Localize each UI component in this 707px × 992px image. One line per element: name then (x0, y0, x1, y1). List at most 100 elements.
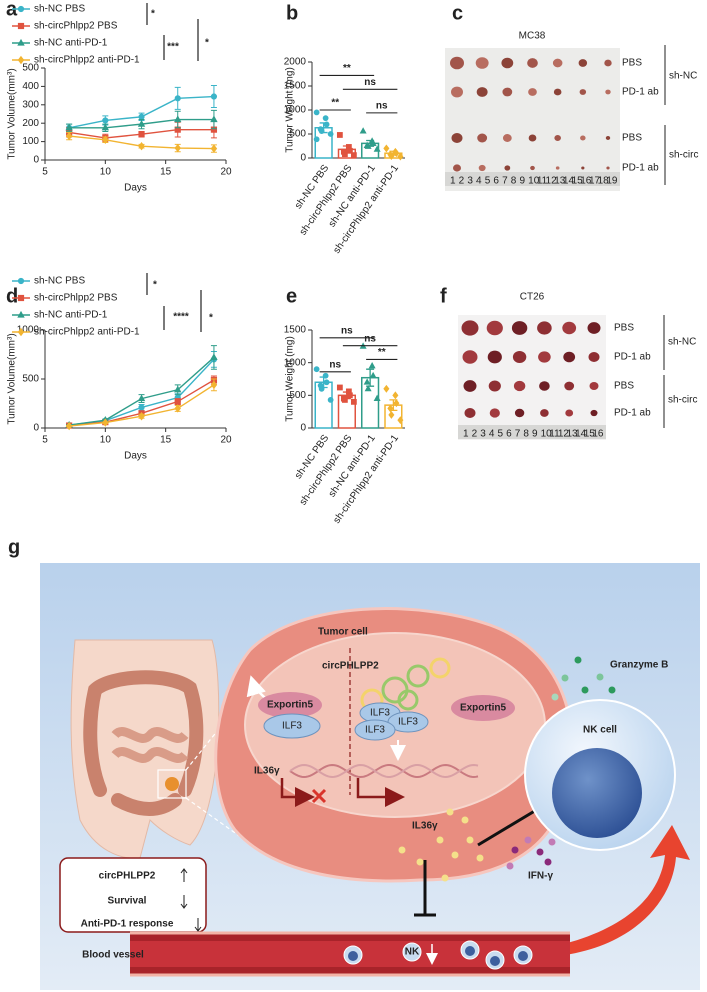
ruler-label: 4 (476, 176, 482, 187)
panel-letter: g (8, 536, 20, 558)
intestine (111, 727, 189, 763)
y-tick-label: 500 (22, 374, 39, 385)
ruler-label: 10 (541, 429, 553, 440)
ruler-label: 15 (572, 176, 584, 187)
ruler-label: 3 (480, 429, 486, 440)
ruler-label: 13 (567, 429, 579, 440)
tumor (606, 166, 610, 170)
marker (138, 141, 145, 151)
row-label: PD-1 ab (622, 163, 659, 174)
label: ILF3 (370, 708, 390, 719)
ilf3 (354, 719, 396, 741)
tumor (590, 409, 598, 417)
marker (341, 397, 348, 403)
x-tick-label: 20 (220, 167, 232, 178)
panel-letter: b (286, 2, 298, 24)
marker (138, 404, 145, 411)
il36-dot (451, 851, 459, 859)
row-label: PBS (614, 323, 634, 334)
label: ILF3 (282, 721, 302, 732)
marker (397, 152, 404, 161)
label: Granzyme B (610, 660, 668, 671)
vessel-nk-core (518, 951, 528, 961)
marker (174, 385, 182, 393)
significance: * (209, 313, 213, 324)
tumor (539, 381, 550, 391)
il36-dot (436, 836, 444, 844)
tumor (502, 134, 512, 142)
trend-head (180, 903, 188, 909)
label: Blood vessel (82, 950, 144, 961)
circrna-ring (406, 664, 430, 688)
y-axis-label: Tumor Volume(mm³) (7, 68, 18, 159)
il36-dot (416, 858, 424, 866)
il36-dot (476, 854, 484, 862)
marker (388, 152, 395, 161)
marker (210, 380, 218, 390)
legend-label: sh-NC PBS (34, 4, 85, 15)
significance: **** (173, 312, 189, 323)
significance: ** (343, 63, 351, 74)
photo-title: CT26 (520, 292, 545, 303)
panel-letter: f (440, 285, 447, 307)
ifn-dot (536, 848, 544, 856)
ifn-dot (511, 846, 519, 854)
nk-nucleus (552, 748, 642, 838)
x-axis-label: Days (124, 183, 147, 194)
ruler-label: 5 (498, 429, 504, 440)
row-label: PD-1 ab (614, 352, 651, 363)
label: IL36γ (412, 821, 438, 832)
marker (383, 144, 390, 153)
tumor (527, 58, 538, 68)
ifn-dot (524, 836, 532, 844)
x-tick-label: 5 (42, 167, 48, 178)
ifn-dot (548, 838, 556, 846)
significance: * (205, 38, 209, 49)
panel-letter: a (6, 0, 18, 20)
y-tick-label: 100 (22, 136, 39, 147)
tumor (451, 86, 463, 98)
y-axis-label: Tumor Weight (mg) (285, 336, 296, 422)
marker (359, 127, 367, 134)
granzyme-dot (574, 656, 582, 664)
marker (346, 392, 353, 399)
marker (318, 128, 325, 135)
summary-text: Anti-PD-1 response (81, 919, 174, 930)
row-label: PBS (622, 133, 642, 144)
y-tick-label: 500 (22, 63, 39, 74)
significance: * (153, 280, 157, 291)
tumor (554, 135, 561, 141)
y-tick-label: 500 (289, 390, 306, 401)
label: IL36γ (254, 766, 280, 777)
marker (174, 404, 181, 413)
tumor (512, 350, 527, 364)
significance: ns (364, 77, 376, 88)
marker (102, 135, 109, 144)
ruler-label: 8 (511, 176, 517, 187)
tumor (564, 381, 575, 391)
panel-letter: d (6, 285, 18, 307)
marker (17, 327, 25, 337)
tumor (477, 133, 488, 143)
marker (350, 398, 357, 405)
ruler-label: 7 (515, 429, 521, 440)
tumor (555, 166, 560, 170)
y-tick-label: 400 (22, 81, 39, 92)
group-label: sh-NC (668, 337, 696, 348)
marker (364, 142, 372, 149)
ruler-label: 8 (523, 429, 529, 440)
y-axis-label: Tumor Volume(mm³) (7, 333, 18, 424)
label: IFN-γ (528, 871, 553, 882)
ruler (458, 425, 606, 439)
tumor (605, 136, 611, 140)
ruler-label: 11 (549, 429, 560, 440)
row-label: PD-1 ab (614, 408, 651, 419)
marker (387, 404, 394, 413)
ruler-label: 1 (463, 429, 469, 440)
marker (346, 147, 353, 154)
tumor (588, 352, 600, 362)
marker (17, 294, 25, 302)
y-axis-label: Tumor Weight (mg) (285, 67, 296, 153)
panel-letter: c (452, 2, 463, 24)
marker (322, 115, 329, 122)
